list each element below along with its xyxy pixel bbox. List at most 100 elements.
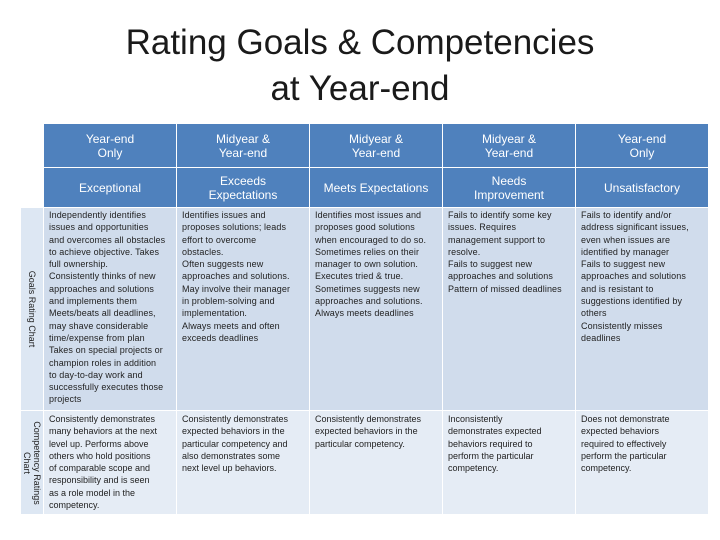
competency-cell: Does not demonstrate expected behaviors re… — [576, 411, 709, 515]
goals-text-line: when encouraged to do so. — [315, 234, 427, 245]
goals-text-line: Independently identifies — [49, 210, 146, 220]
goals-text-line: approaches and solutions — [49, 283, 154, 294]
goals-text-line: time/expense from plan — [49, 332, 145, 343]
header-row-rating: Exceptional Exceeds Expectations Meets Ex… — [21, 168, 709, 208]
period-text-line: Midyear & — [215, 131, 271, 146]
competency-text-line: perform the particular — [448, 450, 534, 461]
goals-cell: Identifies most issues and proposes good … — [310, 208, 443, 411]
competency-text-line: Does not demonstrate — [581, 414, 670, 424]
period-header: Midyear & Year-end — [310, 124, 443, 168]
period-text-line: Only — [629, 145, 655, 160]
goals-text-line: issues. Requires — [448, 222, 517, 233]
title-line-1: Rating Goals & Competencies — [125, 23, 595, 62]
goals-text-line: obstacles. — [182, 246, 224, 257]
goals-text-line: to achieve objective. Takes — [49, 246, 160, 257]
goals-text-line: issues and opportunities — [49, 222, 149, 233]
goals-text-line: deadlines — [581, 332, 621, 343]
period-text-line: Only — [97, 145, 123, 160]
competency-text-line: expected behaviors in the — [182, 426, 285, 437]
goals-text-line: manager to own solution. — [315, 259, 418, 270]
competency-text-line: particular competency and — [182, 438, 288, 449]
rating-header: Meets Expectations — [310, 168, 443, 208]
ratings-table: Year-end Only Midyear & Year-end Midyear &… — [21, 124, 709, 515]
rating-header: Exceptional — [44, 168, 177, 208]
goals-text-line: effort to overcome — [182, 234, 257, 245]
period-text-line: Year-end — [218, 145, 268, 160]
goals-text-line: and overcomes all obstacles — [49, 234, 166, 245]
goals-text-line: Always meets and often — [182, 320, 280, 331]
goals-cell: Independently identifies issues and oppor… — [44, 208, 177, 411]
goals-text-line: Fails to suggest new — [581, 259, 666, 270]
competency-text-line: also demonstrates some — [182, 450, 281, 461]
period-text-line: Midyear & — [348, 131, 404, 146]
competency-text-line: behaviors required to — [448, 438, 533, 449]
corner-cell — [21, 168, 44, 208]
goals-text-line: full ownership. — [49, 259, 109, 270]
goals-text-line: Often suggests new — [182, 259, 264, 270]
competency-side-label: Competency Ratings Chart — [21, 411, 44, 515]
goals-text-line: successfully executes those — [49, 382, 164, 393]
rating-text-line: Needs — [491, 173, 527, 188]
goals-text-line: approaches and solutions — [448, 271, 553, 282]
competency-text-line: expected behaviors in the — [315, 426, 418, 437]
competency-text-line: required to effectively — [581, 438, 667, 449]
goals-text-line: Sometimes relies on their — [315, 246, 420, 257]
competency-text-line: competency. — [49, 500, 100, 511]
period-header: Midyear & Year-end — [177, 124, 310, 168]
goals-text-line: Fails to identify some key — [448, 210, 552, 220]
page-title: Rating Goals & Competencies at Year-end — [0, 20, 720, 112]
competency-cell: Consistently demonstrates expected behavi… — [310, 411, 443, 515]
rating-text-line: Improvement — [473, 187, 545, 202]
period-text-line: Year-end — [617, 131, 667, 146]
period-text-line: Year-end — [351, 145, 401, 160]
goals-text-line: and implements them — [49, 296, 137, 307]
competency-text-line: perform the particular — [581, 450, 667, 461]
goals-text-line: approaches and solutions. — [315, 296, 423, 307]
period-header: Year-end Only — [576, 124, 709, 168]
rating-text-line: Unsatisfactory — [603, 180, 681, 195]
competency-text-line: responsibility and is seen — [49, 475, 150, 486]
rating-text-line: Meets Expectations — [323, 180, 429, 195]
goals-cell: Identifies issues and proposes solutions;… — [177, 208, 310, 411]
period-header: Year-end Only — [44, 124, 177, 168]
competency-text-line: as a role model in the — [49, 487, 136, 498]
goals-row: Goals Rating Chart Independently identif… — [21, 208, 709, 411]
competency-text-line: expected behaviors — [581, 426, 660, 437]
competency-chart-label: Chart — [22, 451, 32, 474]
goals-text-line: May involve their manager — [182, 283, 291, 294]
goals-text-line: champion roles in addition — [49, 357, 157, 368]
goals-text-line: approaches and solutions — [581, 271, 686, 282]
goals-text-line: Consistently thinks of new — [49, 271, 156, 282]
goals-text-line: Sometimes suggests new — [315, 283, 420, 294]
competency-text-line: competency. — [448, 463, 499, 474]
competency-text-line: many behaviors at the next — [49, 426, 158, 437]
goals-text-line: Fails to suggest new — [448, 259, 533, 270]
rating-header: Unsatisfactory — [576, 168, 709, 208]
goals-text-line: suggestions identified by — [581, 296, 683, 307]
goals-text-line: even when issues are — [581, 234, 671, 245]
competency-text-line: competency. — [581, 463, 632, 474]
goals-text-line: Identifies most issues and — [315, 210, 422, 220]
competency-ratings-label: Competency Ratings — [32, 420, 42, 505]
competency-row: Competency Ratings Chart Consistently de… — [21, 411, 709, 515]
goals-text-line: Meets/beats all deadlines, — [49, 308, 156, 319]
goals-text-line: address significant issues, — [581, 222, 689, 233]
rating-text-line: Exceptional — [78, 180, 142, 195]
goals-text-line: Consistently misses — [581, 320, 663, 331]
goals-text-line: Identifies issues and — [182, 210, 266, 220]
goals-text-line: implementation. — [182, 308, 248, 319]
goals-text-line: identified by manager — [581, 246, 670, 257]
competency-text-line: of comparable scope and — [49, 463, 151, 474]
competency-text-line: Inconsistently — [448, 414, 503, 424]
goals-cell: Fails to identify some key issues. Requir… — [443, 208, 576, 411]
goals-text-line: Fails to identify and/or — [581, 210, 672, 220]
goals-text-line: to day-to-day work and — [49, 369, 143, 380]
goals-text-line: Executes tried & true. — [315, 271, 404, 282]
goals-text-line: Always meets deadlines — [315, 308, 414, 319]
goals-text-line: and is resistant to — [581, 283, 654, 294]
period-header: Midyear & Year-end — [443, 124, 576, 168]
period-text-line: Midyear & — [481, 131, 537, 146]
period-text-line: Year-end — [85, 131, 135, 146]
title-line-2: at Year-end — [270, 69, 450, 108]
competency-text-line: Consistently demonstrates — [182, 414, 289, 424]
